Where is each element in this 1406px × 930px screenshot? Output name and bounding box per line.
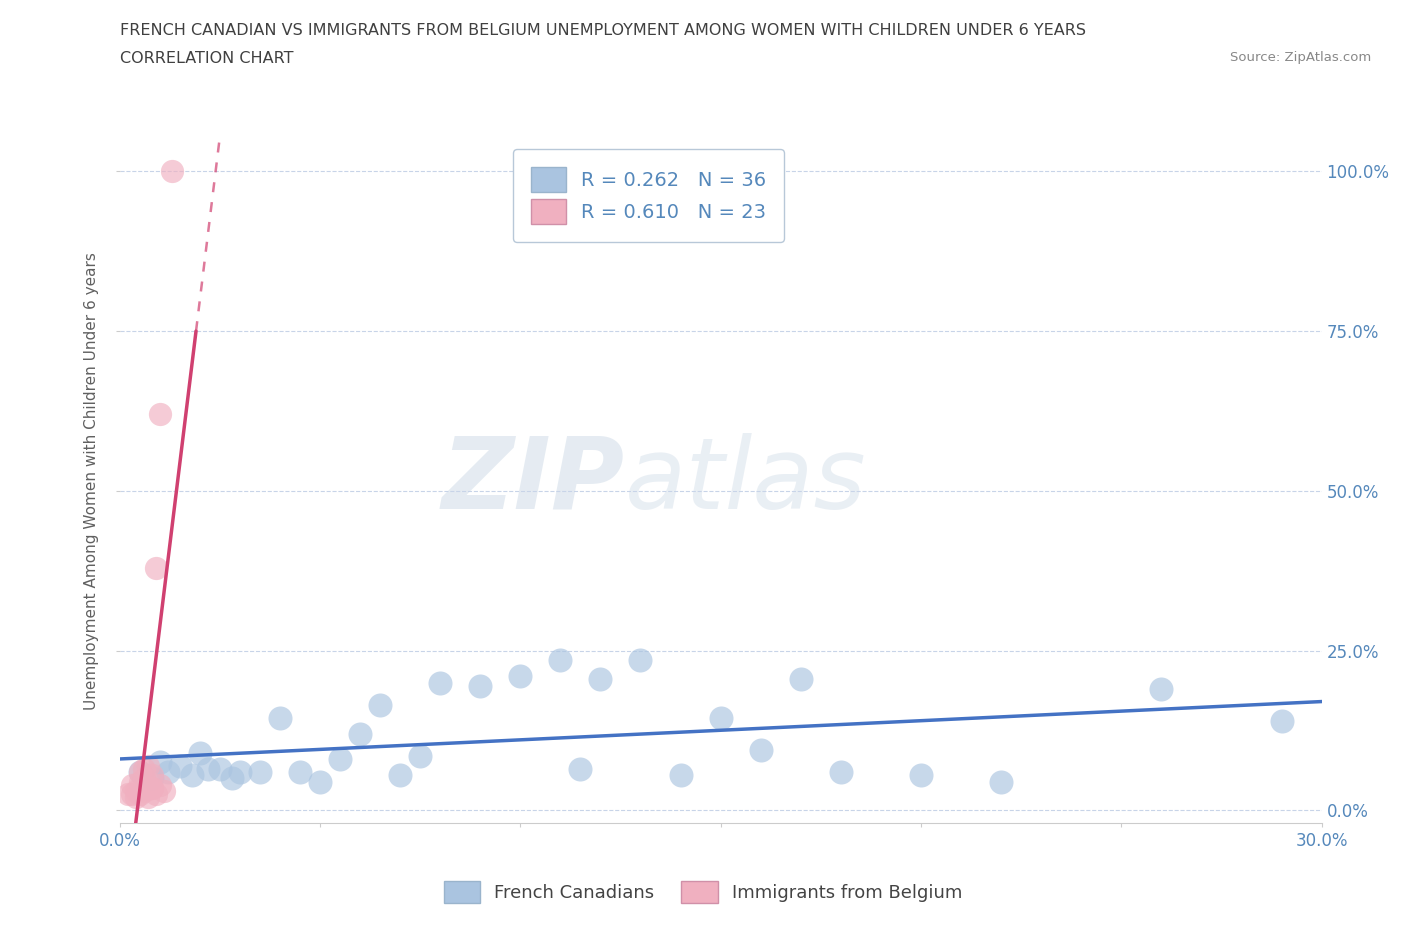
Point bbox=[149, 406, 172, 421]
Point bbox=[269, 711, 291, 725]
Point bbox=[589, 671, 612, 686]
Point bbox=[169, 758, 191, 773]
Point bbox=[790, 671, 813, 686]
Point bbox=[709, 711, 731, 725]
Point bbox=[669, 767, 692, 782]
Point bbox=[132, 762, 155, 777]
Y-axis label: Unemployment Among Women with Children Under 6 years: Unemployment Among Women with Children U… bbox=[84, 252, 100, 711]
Point bbox=[156, 764, 179, 779]
Point bbox=[152, 784, 174, 799]
Legend: R = 0.262   N = 36, R = 0.610   N = 23: R = 0.262 N = 36, R = 0.610 N = 23 bbox=[513, 149, 783, 242]
Text: FRENCH CANADIAN VS IMMIGRANTS FROM BELGIUM UNEMPLOYMENT AMONG WOMEN WITH CHILDRE: FRENCH CANADIAN VS IMMIGRANTS FROM BELGI… bbox=[120, 23, 1085, 38]
Point bbox=[141, 780, 163, 795]
Point bbox=[630, 653, 652, 668]
Point bbox=[121, 777, 143, 792]
Point bbox=[197, 762, 219, 777]
Legend: French Canadians, Immigrants from Belgium: French Canadians, Immigrants from Belgiu… bbox=[436, 873, 970, 910]
Point bbox=[160, 164, 183, 179]
Point bbox=[149, 755, 172, 770]
Point bbox=[368, 698, 391, 712]
Point bbox=[124, 790, 146, 805]
Point bbox=[468, 678, 492, 693]
Point bbox=[145, 787, 167, 802]
Point bbox=[124, 784, 146, 799]
Point bbox=[136, 780, 159, 795]
Text: CORRELATION CHART: CORRELATION CHART bbox=[120, 51, 292, 66]
Point bbox=[221, 771, 243, 786]
Point bbox=[132, 771, 155, 786]
Point bbox=[128, 764, 150, 779]
Point bbox=[288, 764, 311, 779]
Point bbox=[121, 787, 143, 802]
Point bbox=[228, 764, 252, 779]
Point bbox=[141, 767, 163, 782]
Text: atlas: atlas bbox=[624, 432, 866, 530]
Point bbox=[132, 784, 155, 799]
Text: Source: ZipAtlas.com: Source: ZipAtlas.com bbox=[1230, 51, 1371, 64]
Point bbox=[141, 780, 163, 795]
Point bbox=[388, 767, 412, 782]
Point bbox=[128, 787, 150, 802]
Point bbox=[128, 774, 150, 789]
Point bbox=[145, 560, 167, 575]
Point bbox=[136, 790, 159, 805]
Point bbox=[749, 742, 772, 757]
Point bbox=[910, 767, 932, 782]
Point bbox=[1150, 682, 1173, 697]
Point bbox=[509, 669, 531, 684]
Point bbox=[117, 787, 139, 802]
Point bbox=[180, 767, 202, 782]
Point bbox=[208, 762, 231, 777]
Point bbox=[188, 745, 211, 760]
Point bbox=[349, 726, 371, 741]
Point bbox=[329, 751, 352, 766]
Point bbox=[128, 764, 150, 779]
Point bbox=[136, 758, 159, 773]
Point bbox=[429, 675, 451, 690]
Point bbox=[309, 774, 332, 789]
Point bbox=[249, 764, 271, 779]
Point bbox=[990, 774, 1012, 789]
Point bbox=[830, 764, 852, 779]
Point bbox=[409, 749, 432, 764]
Point bbox=[149, 777, 172, 792]
Point bbox=[550, 653, 572, 668]
Point bbox=[569, 762, 592, 777]
Point bbox=[1271, 713, 1294, 728]
Text: ZIP: ZIP bbox=[441, 432, 624, 530]
Point bbox=[141, 771, 163, 786]
